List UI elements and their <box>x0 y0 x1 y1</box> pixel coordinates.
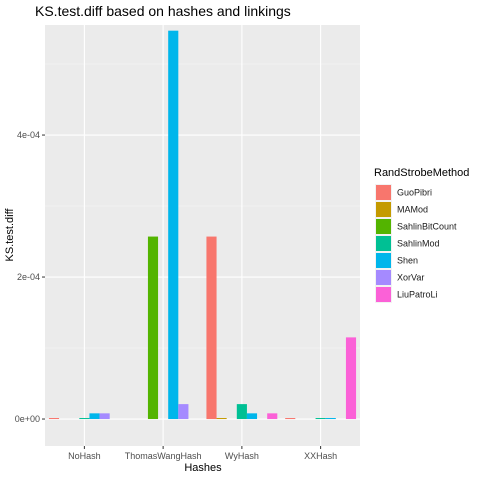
bar <box>99 413 110 420</box>
bar <box>178 404 189 420</box>
bar <box>345 337 357 420</box>
x-axis-title: Hashes <box>184 462 222 474</box>
legend-label: SahlinMod <box>397 239 440 249</box>
legend-swatch <box>376 219 391 234</box>
legend-swatch <box>376 202 391 217</box>
bar <box>89 413 100 420</box>
bar <box>267 413 278 420</box>
legend-label: Shen <box>397 256 418 266</box>
legend-label: SahlinBitCount <box>397 222 457 232</box>
bar <box>79 418 90 420</box>
y-tick-label: 4e-04 <box>17 130 40 140</box>
x-tick-label: ThomasWangHash <box>125 451 202 461</box>
y-tick-label: 2e-04 <box>17 272 40 282</box>
legend-label: GuoPibri <box>397 188 432 198</box>
y-axis: 0e+00 2e-04 4e-04 <box>15 130 45 424</box>
bar <box>285 418 296 420</box>
grid-lines <box>45 25 360 446</box>
bar <box>147 236 159 420</box>
legend-title: RandStrobeMethod <box>374 167 469 179</box>
x-tick-label: NoHash <box>68 451 101 461</box>
x-axis: NoHash ThomasWangHash WyHash XXHash <box>68 446 337 461</box>
x-tick-label: WyHash <box>225 451 259 461</box>
bar <box>315 418 326 420</box>
legend-swatch <box>376 236 391 251</box>
y-tick-label: 0e+00 <box>15 414 40 424</box>
bar <box>236 404 247 420</box>
bar <box>216 418 227 420</box>
y-axis-title: KS.test.diff <box>4 208 16 262</box>
plot-panel <box>45 25 360 446</box>
chart-title: KS.test.diff based on hashes and linking… <box>35 3 291 19</box>
x-tick-label: XXHash <box>304 451 337 461</box>
bar <box>246 413 258 420</box>
bar <box>325 418 336 420</box>
legend-swatch <box>376 287 391 302</box>
legend-swatch <box>376 270 391 285</box>
legend-swatch <box>376 185 391 200</box>
bar <box>206 236 217 420</box>
legend-label: XorVar <box>397 273 424 283</box>
legend-label: MAMod <box>397 205 428 215</box>
legend-swatch <box>376 253 391 268</box>
bars <box>48 30 357 420</box>
legend-label: LiuPatroLi <box>397 290 438 300</box>
bar <box>48 418 60 420</box>
legend: RandStrobeMethod GuoPibri MAMod SahlinBitC… <box>374 167 469 303</box>
bar <box>168 30 179 420</box>
